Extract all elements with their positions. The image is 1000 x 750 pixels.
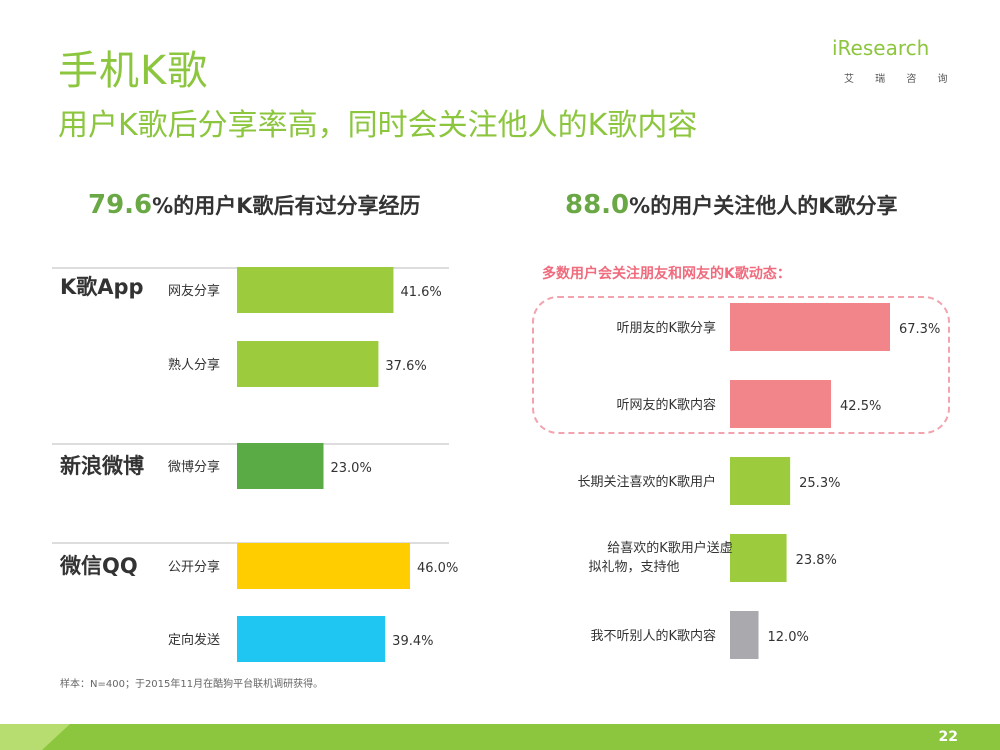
bar-value-label: 12.0%: [768, 630, 809, 645]
bar-value-label: 25.3%: [799, 476, 840, 491]
bar-value-label: 37.6%: [385, 359, 426, 374]
right-headline-text: %的用户关注他人的K歌分享: [629, 194, 898, 218]
bar: [237, 543, 410, 589]
footer-bar: [0, 724, 1000, 750]
highlight-dashed-box: [532, 296, 950, 434]
bar: [730, 303, 890, 351]
bar-category-label: 微博分享: [168, 459, 220, 475]
bar: [730, 534, 787, 582]
left-headline-value: 79.6: [88, 190, 153, 220]
logo-brand-text: iResearch: [832, 36, 930, 60]
left-headline-text: %的用户K歌后有过分享经历: [152, 194, 421, 218]
bar-category-label: 给喜欢的K歌用户送虚拟礼物，支持他: [588, 540, 732, 575]
bar: [730, 611, 759, 659]
bar: [237, 616, 386, 662]
bar-category-label: 长期关注喜欢的K歌用户: [577, 474, 716, 490]
page-number: 22: [938, 729, 958, 745]
footnote: 样本：N=400；于2015年11月在酷狗平台联机调研获得。: [60, 679, 324, 690]
bar-category-label: 网友分享: [168, 283, 220, 299]
bar-category-label: 听网友的K歌内容: [616, 397, 716, 413]
bar-value-label: 23.0%: [331, 461, 372, 476]
left-headline: 79.6%的用户K歌后有过分享经历: [88, 190, 420, 220]
bar-value-label: 67.3%: [899, 322, 940, 337]
group-label: 微信QQ: [59, 554, 138, 578]
bar-category-label: 熟人分享: [168, 357, 220, 373]
bar: [730, 457, 791, 505]
page-subtitle: 用户K歌后分享率高，同时会关注他人的K歌内容: [58, 108, 698, 143]
page-title: 手机K歌: [58, 48, 209, 94]
logo-sub-text: 艾 瑞 咨 询: [844, 74, 957, 85]
right-note: 多数用户会关注朋友和网友的K歌动态：: [542, 266, 791, 282]
bar: [237, 341, 379, 387]
group-label: 新浪微博: [60, 454, 144, 478]
right-headline: 88.0%的用户关注他人的K歌分享: [565, 190, 897, 220]
bar: [730, 380, 832, 428]
bar-category-label: 定向发送: [168, 632, 220, 648]
group-label: K歌App: [60, 275, 144, 299]
iresearch-logo: iResearch 艾 瑞 咨 询: [832, 36, 948, 88]
bar-value-label: 23.8%: [796, 553, 837, 568]
bar: [237, 443, 324, 489]
bar-category-label: 我不听别人的K歌内容: [590, 628, 716, 644]
right-headline-value: 88.0: [565, 190, 630, 220]
bar-value-label: 46.0%: [417, 561, 458, 576]
bar-category-label: 公开分享: [168, 559, 220, 575]
bar-category-label: 听朋友的K歌分享: [616, 320, 716, 336]
bar-value-label: 42.5%: [840, 399, 881, 414]
bar-value-label: 39.4%: [392, 634, 433, 649]
bar: [237, 267, 394, 313]
bar-value-label: 41.6%: [400, 285, 441, 300]
